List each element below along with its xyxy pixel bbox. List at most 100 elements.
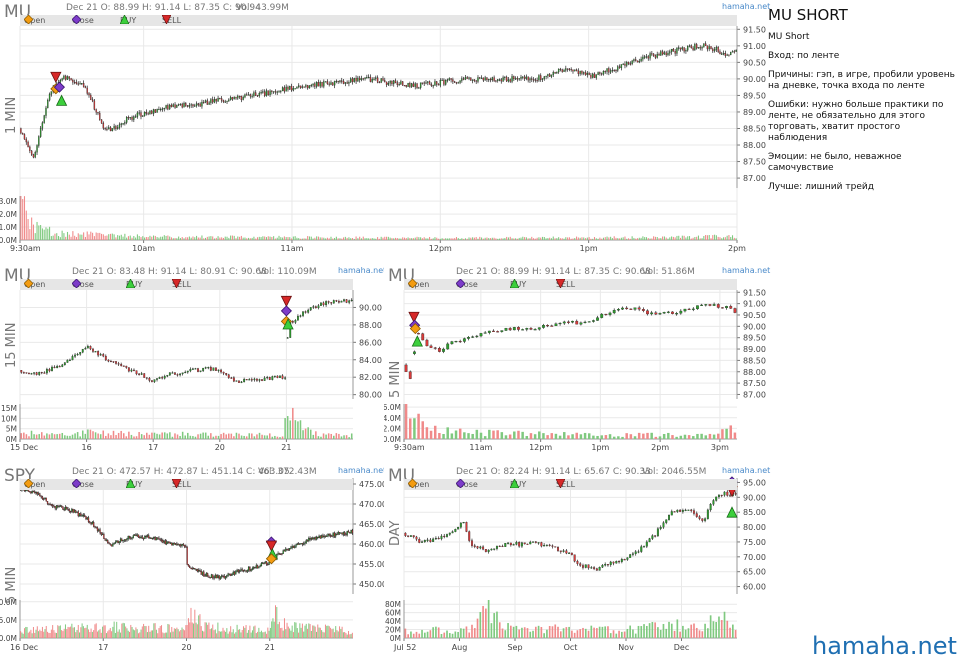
- volume-bar: [190, 607, 192, 638]
- candle-body: [30, 491, 32, 494]
- volume-bar: [540, 626, 543, 638]
- chart-mu-15min[interactable]: 90.0088.0086.0084.0082.0080.0015M10M5M0M…: [0, 264, 384, 458]
- volume-bar: [573, 632, 576, 638]
- candle-body: [323, 535, 325, 538]
- volume-bar: [275, 605, 277, 638]
- volume-bar: [36, 626, 38, 638]
- volume-bar: [733, 237, 735, 240]
- candle-body: [125, 365, 128, 368]
- candle-body: [240, 381, 243, 383]
- volume-bar: [644, 237, 646, 240]
- candle-body: [176, 104, 178, 108]
- candle-body: [579, 322, 583, 325]
- candle-body: [344, 82, 347, 84]
- volume-bar: [606, 236, 608, 240]
- volume-bar: [692, 237, 694, 240]
- volume-bar: [654, 436, 658, 439]
- candle-body: [116, 540, 118, 543]
- candle-body: [96, 527, 99, 531]
- candle-body: [670, 511, 673, 516]
- y-tick-label: 87.50: [743, 158, 766, 167]
- chart-mu-day[interactable]: 95.0090.0085.0080.0075.0070.0065.0060.00…: [384, 464, 768, 658]
- volume-bar: [21, 632, 23, 638]
- volume-bar: [246, 632, 248, 638]
- volume-bar: [307, 427, 309, 439]
- candle-body: [576, 561, 579, 564]
- volume-bar: [62, 631, 64, 638]
- candle-body: [706, 45, 709, 50]
- candle-body: [643, 56, 646, 58]
- volume-bar: [559, 238, 561, 240]
- volume-bar: [625, 433, 628, 439]
- volume-bar: [146, 632, 148, 638]
- volume-bar: [470, 237, 472, 240]
- volume-bar: [93, 236, 95, 240]
- candle-body: [149, 537, 151, 539]
- volume-bar: [687, 236, 689, 240]
- volume-bar: [510, 625, 512, 638]
- candle-body: [115, 361, 117, 364]
- volume-bar: [153, 235, 155, 240]
- chart-mu-1min[interactable]: 91.5091.0090.5090.0089.5089.0088.5088.00…: [0, 0, 768, 258]
- candle-body: [615, 69, 617, 72]
- candle-body: [353, 78, 355, 82]
- candle-body: [176, 543, 178, 546]
- volume-bar: [268, 630, 270, 638]
- volume-bar: [129, 235, 131, 240]
- x-tick-label: 12pm: [529, 443, 552, 452]
- candle-body: [177, 104, 180, 106]
- x-tick-label: Sep: [507, 643, 522, 652]
- candle-body: [419, 82, 422, 88]
- volume-bar: [172, 238, 174, 240]
- y-tick-label: 460.00: [359, 540, 384, 549]
- volume-bar: [296, 237, 298, 240]
- volume-tick-label: 3.0M: [0, 197, 17, 206]
- candle-body: [36, 145, 38, 153]
- volume-bar: [462, 628, 465, 638]
- volume-bar: [131, 627, 133, 638]
- y-tick-label: 87.00: [743, 174, 766, 183]
- notes-errors: Ошибки: нужно больше практики по ленте, …: [768, 100, 944, 143]
- x-tick-label: 12pm: [429, 244, 452, 253]
- volume-bar: [565, 237, 567, 240]
- candle-body: [526, 543, 529, 545]
- candle-body: [241, 569, 243, 571]
- chart-mu-5min[interactable]: 91.5091.0090.5090.0089.5089.0088.5088.00…: [384, 264, 768, 458]
- candle-body: [238, 95, 241, 97]
- candle-body: [517, 327, 520, 330]
- volume-bar: [136, 234, 138, 240]
- volume-bar: [178, 236, 180, 240]
- candle-body: [122, 365, 125, 367]
- candle-body: [307, 85, 309, 89]
- candle-body: [502, 77, 504, 82]
- candle-body: [364, 77, 366, 80]
- volume-bar: [299, 238, 302, 240]
- candle-body: [105, 540, 108, 542]
- candle-body: [729, 495, 732, 497]
- brand-logo[interactable]: hamaha.net: [812, 632, 957, 660]
- candle-body: [38, 136, 40, 146]
- candle-body: [654, 312, 658, 315]
- volume-bar: [51, 433, 53, 439]
- candle-body: [613, 69, 615, 72]
- candle-body: [650, 312, 654, 315]
- candle-body: [608, 68, 610, 73]
- volume-bar: [225, 631, 227, 638]
- volume-bar: [692, 436, 695, 439]
- volume-bar: [703, 236, 705, 240]
- legend-buy: BUY: [126, 479, 142, 490]
- candle-body: [458, 341, 462, 343]
- candle-body: [190, 104, 192, 106]
- volume-bar: [340, 436, 343, 439]
- candle-body: [86, 346, 89, 349]
- candle-body: [587, 321, 591, 323]
- chart-spy-5min[interactable]: 475.00470.00465.00460.00455.00450.0010.0…: [0, 464, 384, 658]
- candle-body: [194, 568, 196, 570]
- candle-body: [556, 71, 558, 74]
- x-tick-label: 16: [82, 443, 92, 452]
- volume-bar: [102, 430, 105, 439]
- volume-bar: [695, 627, 698, 638]
- candle-body: [459, 80, 461, 83]
- volume-bar: [590, 238, 592, 240]
- volume-bar: [345, 633, 347, 638]
